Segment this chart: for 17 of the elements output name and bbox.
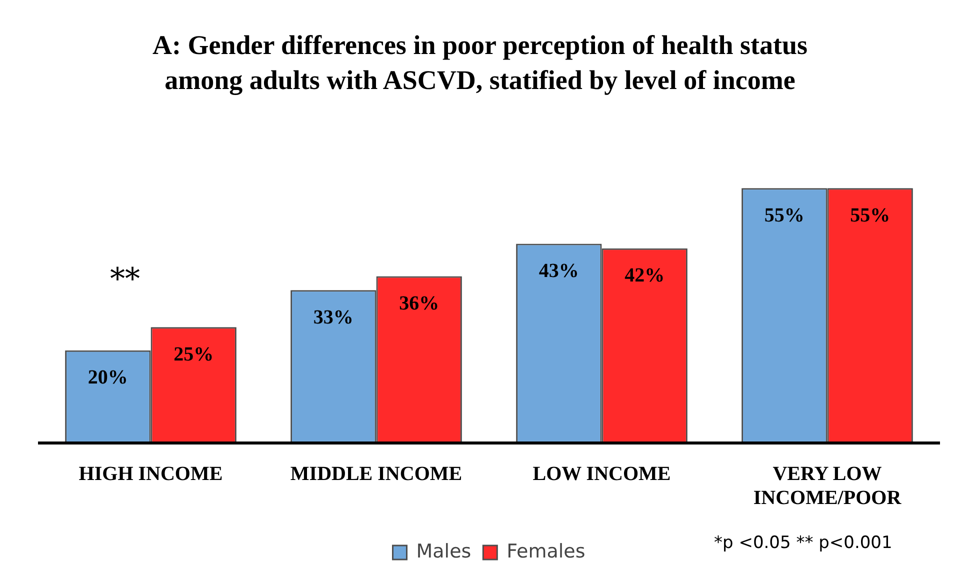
annotation: ** [110, 262, 140, 297]
legend-label: Females [506, 540, 586, 562]
x-tick-label: HIGH INCOME [78, 463, 223, 486]
data-label: 33% [313, 306, 354, 328]
chart-title: A: Gender differences in poor perception of health status among adults with ASCVD, statified by level of income [152, 29, 808, 97]
x-tick-label: MIDDLE INCOME [290, 463, 462, 486]
data-label: 43% [538, 260, 579, 282]
x-tick-label: LOW INCOME [532, 463, 671, 486]
legend-label: Males [416, 540, 472, 562]
x-tick-label: VERY LOW INCOME/POOR [753, 463, 902, 510]
data-label: 36% [399, 292, 440, 314]
data-label: 42% [624, 264, 665, 287]
data-label: 25% [174, 343, 214, 366]
data-label: 55% [764, 204, 804, 226]
data-label: 20% [88, 366, 128, 389]
text: *p <0.05 ** p<0.001 [714, 533, 892, 553]
data-label: 55% [850, 204, 890, 226]
